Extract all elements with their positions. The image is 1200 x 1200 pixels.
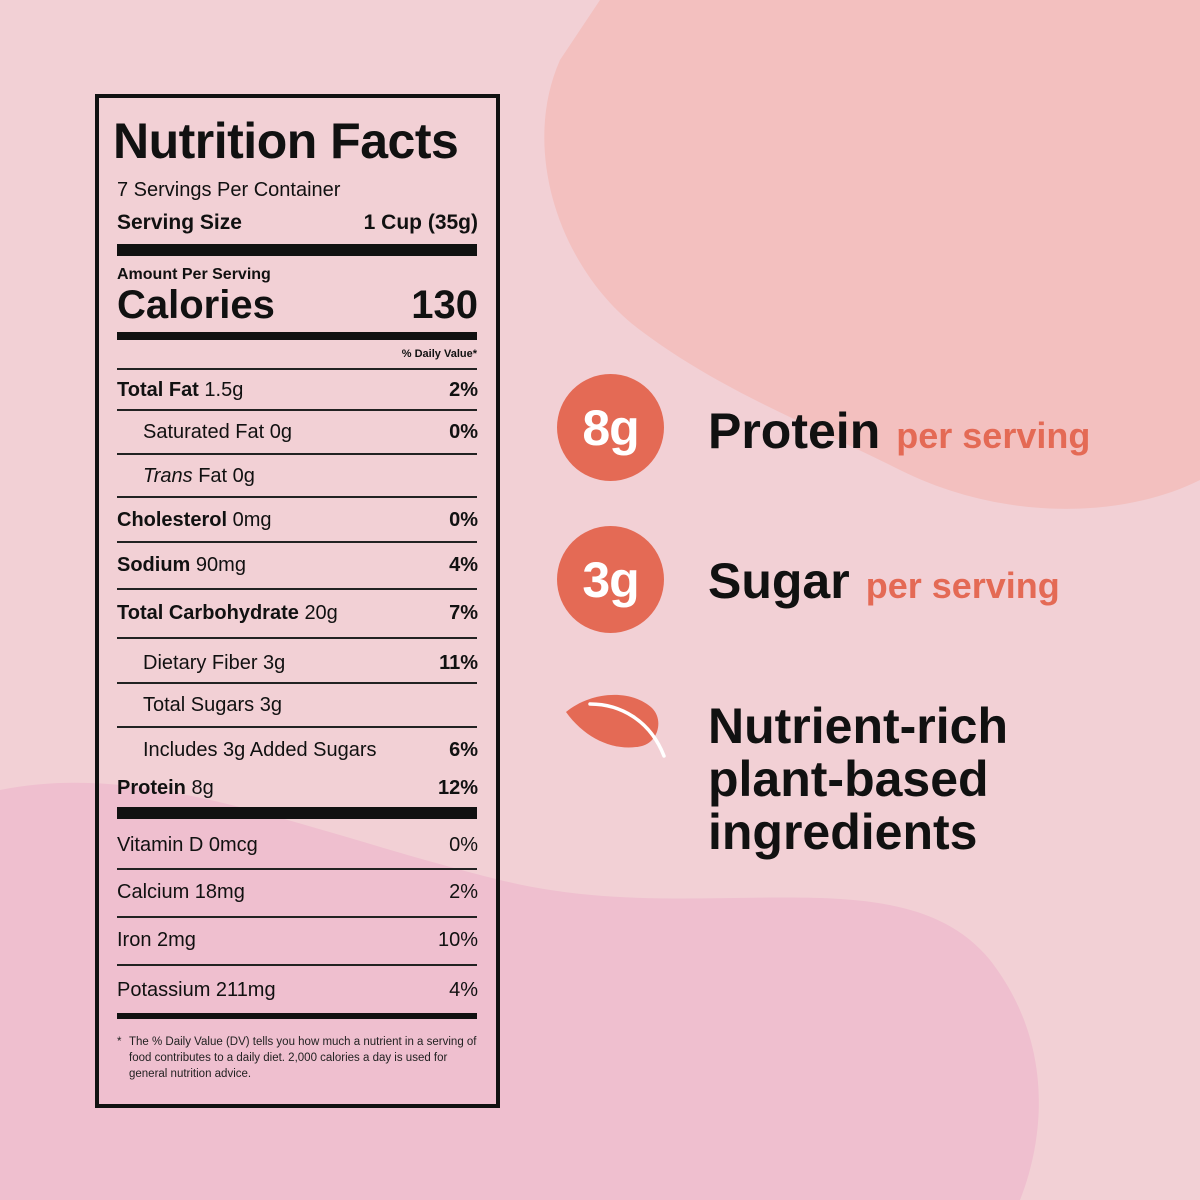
blob-top-right: [544, 0, 1200, 509]
sugar-badge: 3g: [557, 526, 664, 633]
divider-medium: [117, 332, 477, 340]
nutrient-row: Total Sugars 3g: [143, 694, 478, 717]
nutrient-name: Total Fat: [117, 379, 199, 401]
nutrient-name: Protein: [117, 777, 186, 799]
nutrient-row: Saturated Fat 0g 0%: [143, 421, 478, 444]
divider: [117, 496, 477, 498]
daily-value-header: % Daily Value*: [401, 348, 477, 360]
calories-row: Calories 130: [117, 283, 478, 328]
calories-value: 130: [411, 283, 478, 327]
label-title: Nutrition Facts: [113, 113, 459, 169]
vitamin-row: Iron 2mg 10%: [117, 929, 478, 952]
nutrient-amount: 0g: [269, 421, 292, 443]
divider: [117, 637, 477, 639]
nutrient-name: Dietary Fiber: [143, 652, 258, 674]
vitamin-row: Vitamin D 0mcg 0%: [117, 834, 478, 857]
vitamin-row: Calcium 18mg 2%: [117, 881, 478, 904]
nutrient-amount: 8g: [191, 777, 214, 799]
nutrient-daily-value: 4%: [449, 554, 478, 576]
vitamin-row: Potassium 211mg 4%: [117, 979, 478, 1002]
divider: [117, 916, 477, 918]
divider-thick: [117, 807, 477, 819]
claim-line: ingredients: [708, 804, 978, 860]
nutrient-amount: Fat 0g: [198, 465, 255, 487]
nutrient-amount: 90mg: [195, 554, 246, 576]
blob-bottom-left: [0, 782, 1039, 1200]
divider: [117, 726, 477, 728]
nutrient-row: Total Fat 1.5g 2%: [117, 379, 478, 402]
divider: [117, 588, 477, 590]
nutrient-amount: 3g: [263, 652, 286, 674]
footnote-text: The % Daily Value (DV) tells you how muc…: [129, 1036, 477, 1080]
vitamin-daily-value: 0%: [449, 834, 478, 856]
nutrient-name: Saturated Fat: [143, 421, 265, 443]
calories-label: Calories: [117, 283, 275, 327]
vitamin-name: Potassium 211mg: [117, 979, 276, 1001]
nutrient-amount: 0mg: [232, 509, 272, 531]
claim-line: plant-based: [708, 751, 989, 807]
footnote-mark: *: [117, 1036, 122, 1048]
nutrient-daily-value: 2%: [449, 379, 478, 401]
nutrient-row: Trans Fat 0g: [143, 465, 478, 488]
vitamin-daily-value: 10%: [437, 929, 478, 951]
divider: [117, 964, 477, 966]
nutrient-name: Includes 3g Added Sugars: [143, 739, 377, 761]
leaf-icon: [566, 694, 666, 758]
serving-size-value: 1 Cup (35g): [363, 211, 478, 234]
nutrient-name: Total Sugars: [143, 694, 255, 716]
divider-medium: [117, 1013, 477, 1019]
nutrient-name: Cholesterol: [117, 509, 228, 531]
nutrition-label: [95, 94, 500, 1108]
claim-line: Nutrient-rich: [708, 698, 1008, 754]
vitamin-daily-value: 2%: [449, 881, 478, 903]
vitamin-name: Calcium 18mg: [117, 881, 245, 903]
nutrient-row: Sodium 90mg 4%: [117, 554, 478, 577]
nutrient-row: Cholesterol 0mg 0%: [117, 509, 478, 532]
divider-thick: [117, 244, 477, 256]
nutrient-name: Trans: [143, 465, 193, 487]
sugar-claim: Sugar per serving: [708, 552, 1060, 610]
serving-size-row: Serving Size 1 Cup (35g): [117, 211, 478, 235]
nutrient-daily-value: 11%: [439, 652, 478, 674]
claim-subtitle: per serving: [896, 415, 1091, 456]
nutrient-row: Dietary Fiber 3g 11%: [143, 652, 478, 675]
footnote: * The % Daily Value (DV) tells you how mu…: [117, 1034, 479, 1082]
nutrient-daily-value: 12%: [437, 777, 478, 799]
divider: [117, 541, 477, 543]
protein-claim: Protein per serving: [708, 402, 1090, 460]
amount-per-serving: Amount Per Serving: [117, 266, 271, 283]
nutrient-daily-value: 0%: [449, 421, 478, 443]
serving-size-label: Serving Size: [117, 211, 242, 234]
nutrient-amount: 3g: [259, 694, 282, 716]
nutrient-name: Sodium: [117, 554, 191, 576]
nutrient-daily-value: 7%: [449, 602, 478, 624]
nutrient-daily-value: 0%: [449, 509, 478, 531]
divider: [117, 453, 477, 455]
protein-badge: 8g: [557, 374, 664, 481]
divider: [117, 682, 477, 684]
nutrient-amount: 1.5g: [204, 379, 244, 401]
nutrient-row: Total Carbohydrate 20g 7%: [117, 602, 478, 625]
vitamin-name: Vitamin D 0mcg: [117, 834, 258, 856]
nutrient-name: Total Carbohydrate: [117, 602, 299, 624]
claim-title: Protein: [708, 403, 881, 459]
servings-per-container: 7 Servings Per Container: [117, 179, 341, 201]
claim-title: Sugar: [708, 553, 850, 609]
vitamin-name: Iron 2mg: [117, 929, 196, 951]
divider: [117, 368, 477, 370]
divider: [117, 409, 477, 411]
claim-subtitle: per serving: [865, 565, 1060, 606]
nutrient-row: Includes 3g Added Sugars 6%: [143, 739, 478, 762]
nutrient-amount: 20g: [304, 602, 338, 624]
divider: [117, 868, 477, 870]
vitamin-daily-value: 4%: [449, 979, 478, 1001]
nutrient-daily-value: 6%: [449, 739, 478, 761]
nutrient-row: Protein 8g 12%: [117, 777, 478, 800]
ingredients-claim: Nutrient-rich plant-based ingredients: [708, 700, 1008, 859]
